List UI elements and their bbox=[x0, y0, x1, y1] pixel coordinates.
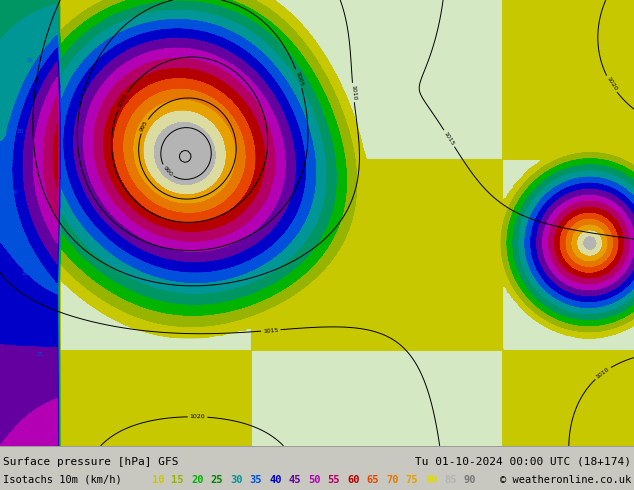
Text: 20: 20 bbox=[191, 475, 204, 485]
Bar bbox=[0, 0, 185, 446]
Text: 35: 35 bbox=[250, 475, 262, 485]
Text: 40: 40 bbox=[269, 475, 281, 485]
Text: 60: 60 bbox=[347, 475, 359, 485]
Text: Isotachs 10m (km/h): Isotachs 10m (km/h) bbox=[3, 475, 122, 485]
Text: 1005: 1005 bbox=[294, 71, 304, 87]
Text: 1020: 1020 bbox=[605, 76, 618, 92]
Text: 990: 990 bbox=[162, 165, 173, 177]
Text: Tu 01-10-2024 00:00 UTC (18+174): Tu 01-10-2024 00:00 UTC (18+174) bbox=[415, 457, 631, 467]
Text: 45: 45 bbox=[288, 475, 301, 485]
Text: 30: 30 bbox=[11, 190, 18, 195]
Text: 70: 70 bbox=[386, 475, 399, 485]
Text: 1000: 1000 bbox=[117, 93, 128, 109]
Text: 25: 25 bbox=[210, 475, 223, 485]
Text: 65: 65 bbox=[366, 475, 379, 485]
Text: 1015: 1015 bbox=[443, 130, 455, 147]
Text: 75: 75 bbox=[406, 475, 418, 485]
Text: 90: 90 bbox=[464, 475, 477, 485]
Text: 25: 25 bbox=[27, 58, 34, 63]
Text: 995: 995 bbox=[139, 120, 149, 133]
Text: Surface pressure [hPa] GFS: Surface pressure [hPa] GFS bbox=[3, 457, 179, 467]
Text: 10: 10 bbox=[152, 475, 164, 485]
Text: 30: 30 bbox=[230, 475, 242, 485]
Text: 1010: 1010 bbox=[350, 85, 356, 100]
Text: © weatheronline.co.uk: © weatheronline.co.uk bbox=[500, 475, 631, 485]
Bar bbox=[185, 0, 634, 446]
Text: 85: 85 bbox=[444, 475, 457, 485]
Text: 55: 55 bbox=[328, 475, 340, 485]
Text: 1020: 1020 bbox=[190, 414, 205, 419]
Text: 20: 20 bbox=[22, 271, 29, 276]
Text: 80: 80 bbox=[425, 475, 437, 485]
Text: 15: 15 bbox=[172, 475, 184, 485]
Text: 1015: 1015 bbox=[263, 327, 279, 334]
Text: 20: 20 bbox=[16, 129, 23, 134]
Text: 1010: 1010 bbox=[595, 367, 611, 380]
Text: 50: 50 bbox=[308, 475, 321, 485]
Text: 25: 25 bbox=[37, 352, 44, 357]
